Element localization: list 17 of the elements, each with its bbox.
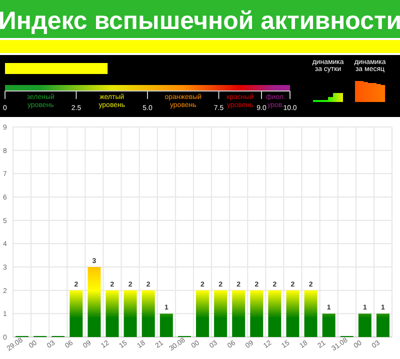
bar [232,290,246,337]
bar [142,290,155,337]
bar [268,290,282,337]
bar [214,290,228,337]
bar [88,267,101,337]
bar [286,290,300,337]
bar [250,290,264,337]
bar [160,314,173,337]
bar [106,290,119,337]
bar [196,290,209,337]
bar [124,290,137,337]
bar [322,314,336,337]
bar [304,290,318,337]
chart-title: Индекс вспышечной активности [0,7,400,35]
bar [70,290,83,337]
bar [376,314,390,337]
bar [358,314,372,337]
